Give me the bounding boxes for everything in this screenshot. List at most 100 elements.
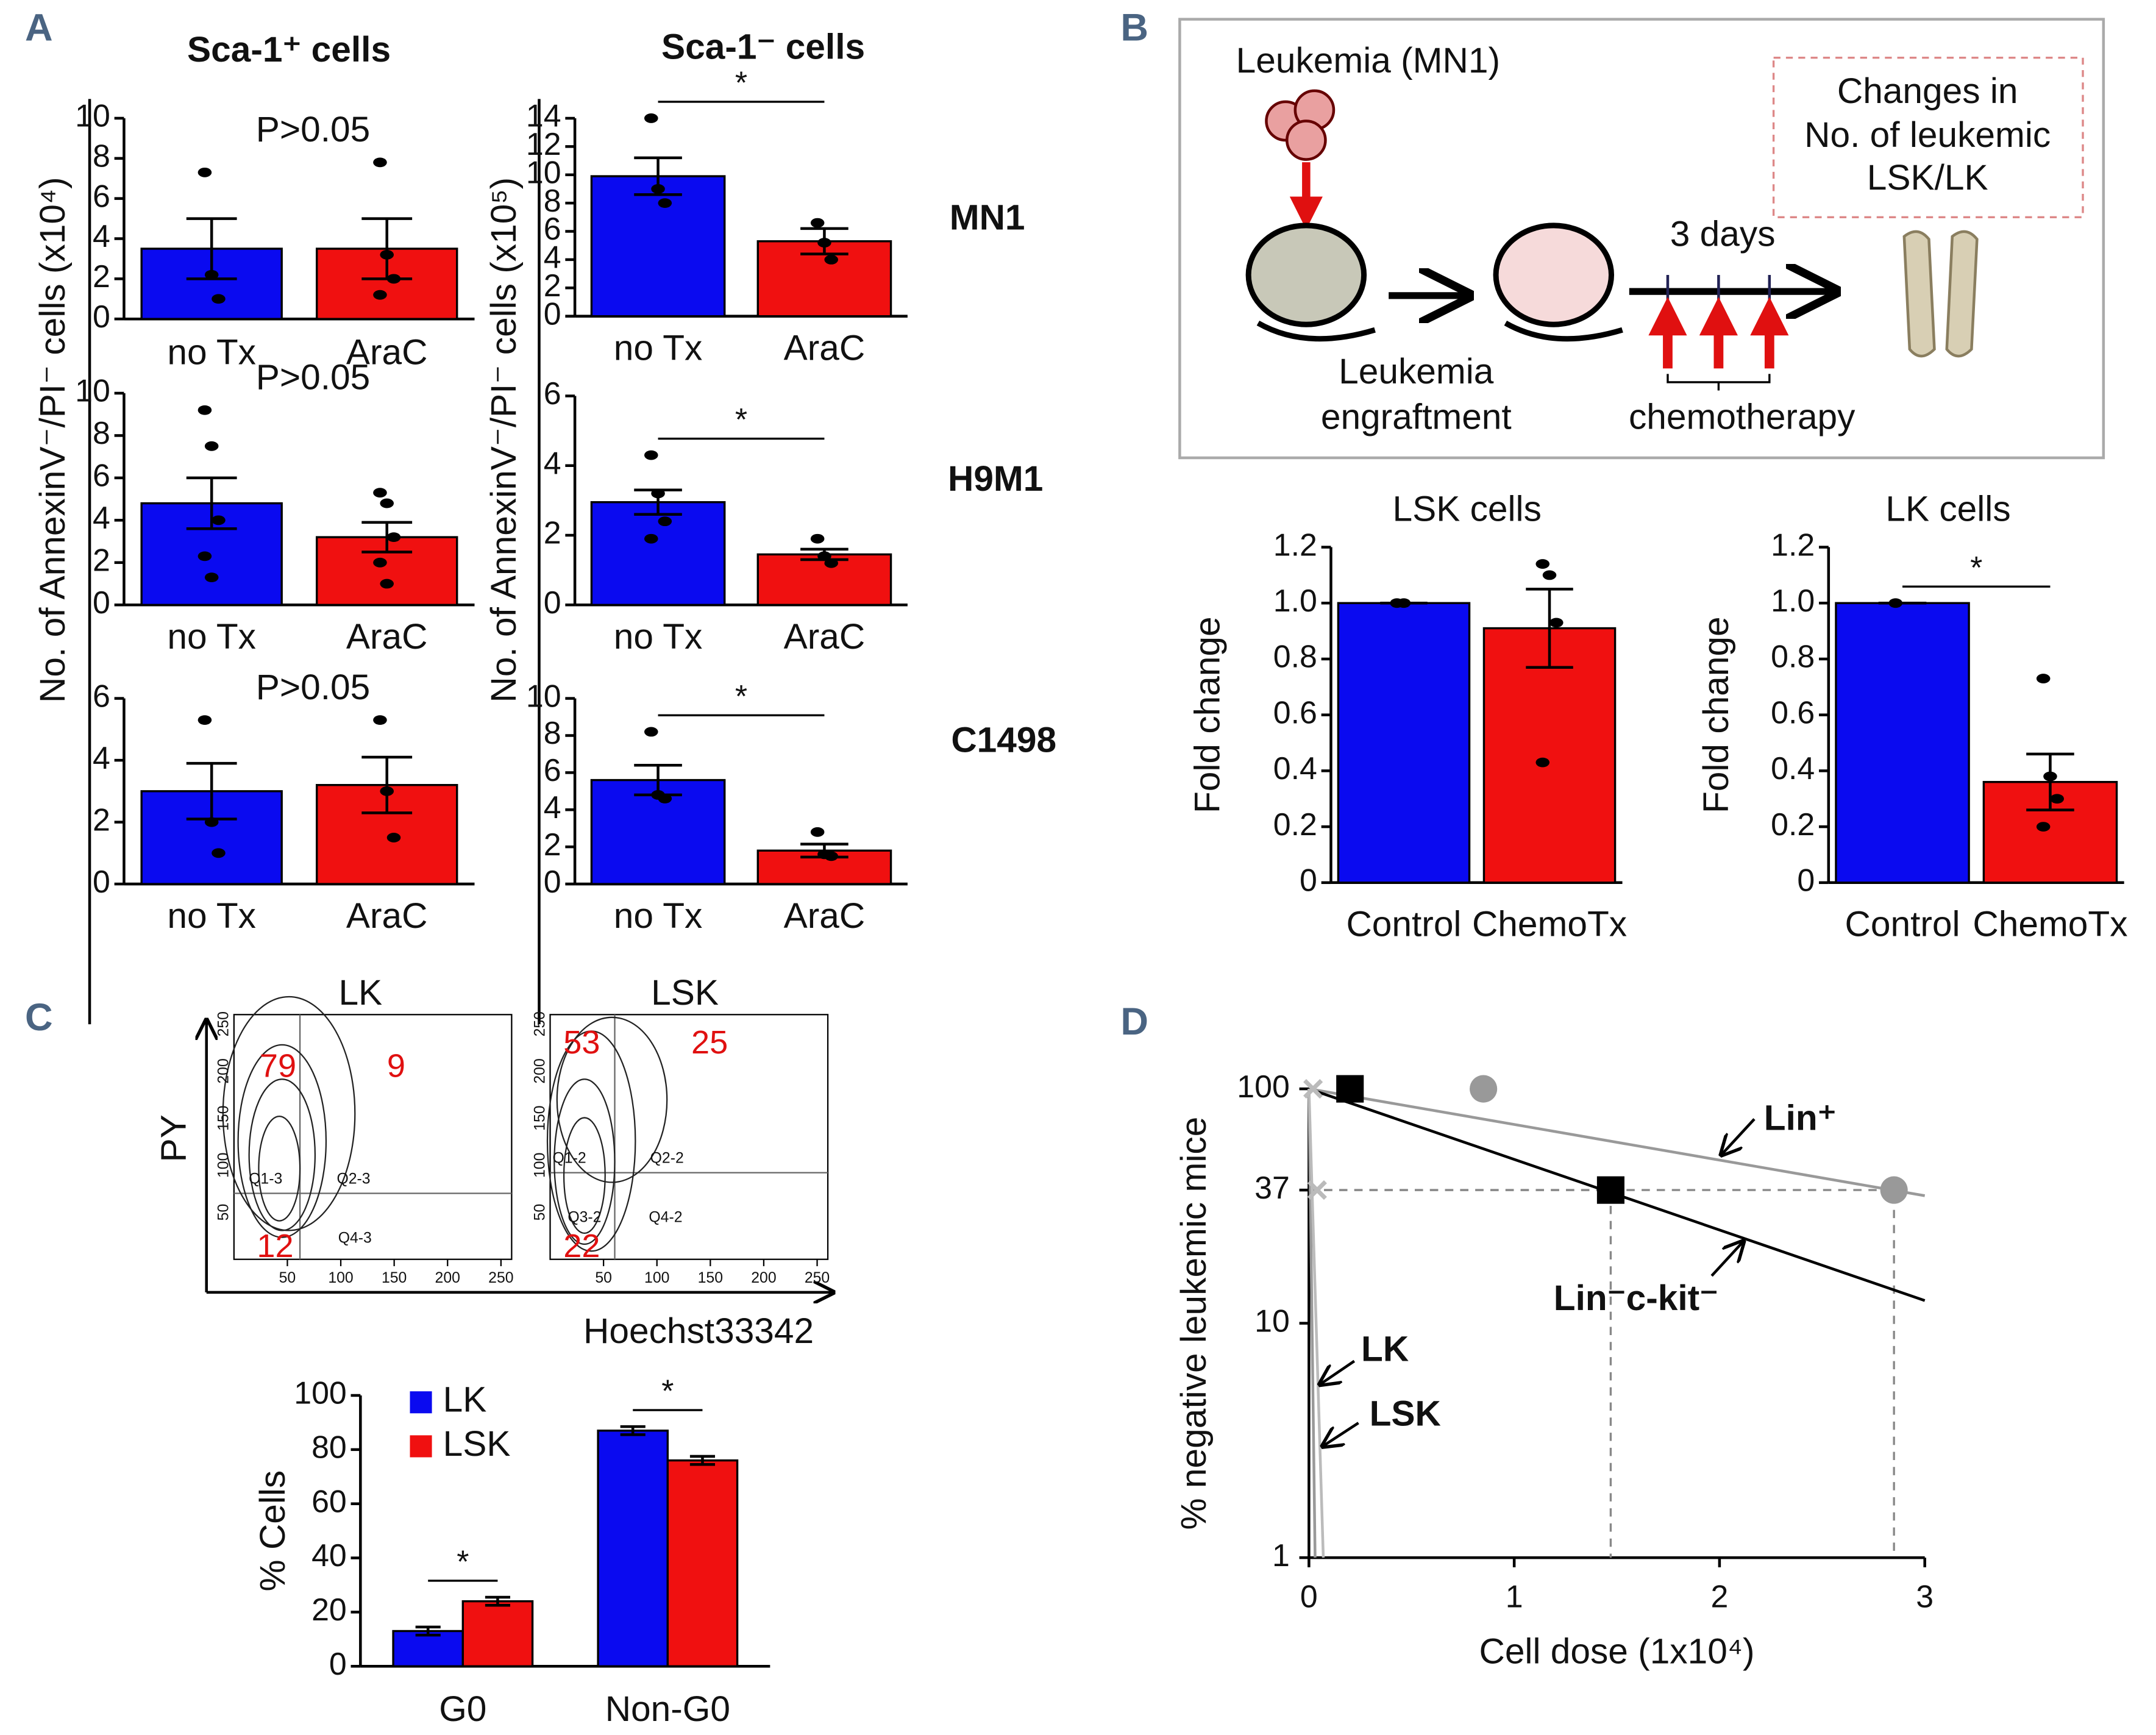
gate-label: Q1-2 <box>553 1150 586 1167</box>
y-tick-label: 4 <box>93 740 110 775</box>
panel-label: B <box>1120 6 1148 49</box>
data-point <box>651 184 665 194</box>
y-tick-label: 80 <box>311 1430 347 1465</box>
y-tick-label: 2 <box>93 258 110 294</box>
y-tick-label: 60 <box>311 1483 347 1519</box>
annotation: * <box>735 679 747 714</box>
data-point <box>373 557 387 568</box>
y-axis-label: Fold change <box>1696 616 1736 813</box>
y-tick-label: 1.2 <box>1771 527 1815 562</box>
y-tick-label: 4 <box>544 789 561 825</box>
data-point <box>644 533 658 544</box>
y-tick-label: 2 <box>93 543 110 578</box>
y-tick-label: 1.0 <box>1771 583 1815 618</box>
data-point <box>810 827 825 837</box>
data-point <box>212 515 226 525</box>
error-bar <box>415 1625 441 1637</box>
marker <box>1596 1176 1624 1204</box>
legend-swatch <box>410 1391 432 1414</box>
flow-tick-label: 250 <box>532 1011 548 1036</box>
data-point <box>380 498 394 508</box>
flow-y-label: PY <box>154 1114 194 1162</box>
schematic-text: Changes in <box>1837 71 2018 111</box>
flow-frame <box>233 1014 513 1260</box>
y-tick-label: 0.6 <box>1273 694 1317 730</box>
quadrant-percent: 79 <box>260 1048 296 1085</box>
x-tick-label: 0 <box>1300 1578 1318 1614</box>
series-label: LK <box>1361 1329 1409 1369</box>
flow-tick-label: 50 <box>532 1204 548 1221</box>
flow-title: LSK <box>651 973 719 1013</box>
error-bar <box>2026 752 2074 811</box>
y-axis-label: % negative leukemic mice <box>1174 1117 1214 1530</box>
y-tick-label: 0 <box>93 585 110 620</box>
y-tick-label: 0.8 <box>1273 639 1317 674</box>
data-point <box>824 558 838 568</box>
y-tick-label: 4 <box>93 500 110 535</box>
data-point <box>644 113 658 123</box>
series-label: Lin⁺ <box>1764 1098 1837 1138</box>
flow-tick-label: 200 <box>532 1058 548 1083</box>
x-axis-label: Cell dose (1x10⁴) <box>1479 1631 1754 1671</box>
x-tick-label: no Tx <box>167 896 256 936</box>
data-point <box>1888 598 1903 608</box>
x-tick-label: 2 <box>1710 1578 1728 1614</box>
data-point <box>197 167 212 177</box>
y-tick-label: 0 <box>329 1646 347 1681</box>
bar <box>1337 602 1471 884</box>
annotation: P>0.05 <box>256 668 370 707</box>
data-point <box>204 269 219 280</box>
y-tick-label: 10 <box>75 98 110 134</box>
flow-tick-label: 150 <box>532 1105 548 1130</box>
bone-icon <box>1902 230 1979 358</box>
flow-tick-label: 100 <box>328 1270 353 1286</box>
x-tick-label: AraC <box>784 329 866 368</box>
x-tick-label: 3 <box>1916 1578 1934 1614</box>
y-tick-label: 6 <box>93 458 110 493</box>
flow-plots: LK LSK 79 9 12 53 25 22 Q1-3 Q2-3 Q4-3 Q… <box>154 973 833 1351</box>
y-axis-label: Fold change <box>1187 616 1227 813</box>
y-tick-label: 10 <box>526 678 561 713</box>
y-tick-label: 0.6 <box>1771 694 1815 730</box>
data-point <box>810 218 825 228</box>
y-tick-label: 8 <box>544 715 561 750</box>
y-tick-label: 37 <box>1254 1170 1290 1205</box>
gate-label: Q3-2 <box>567 1210 601 1226</box>
mouse-icon <box>1493 223 1615 327</box>
x-tick-label: Non-G0 <box>605 1689 730 1729</box>
data-point <box>373 715 387 725</box>
data-point <box>197 405 212 415</box>
row-label: H9M1 <box>948 459 1043 499</box>
data-point <box>373 290 387 300</box>
flow-tick-label: 100 <box>532 1153 548 1178</box>
flow-tick-label: 200 <box>216 1058 232 1083</box>
flow-title: LK <box>338 973 382 1013</box>
x-tick-label: no Tx <box>167 332 256 372</box>
quadrant-percent: 9 <box>387 1048 405 1085</box>
mouse-icon <box>1245 223 1367 327</box>
legend-label: LSK <box>443 1424 511 1464</box>
chart-title: LK cells <box>1885 489 2010 529</box>
fit-line <box>1307 1089 1325 1558</box>
data-point <box>658 794 672 803</box>
x-tick-label: no Tx <box>614 896 703 936</box>
y-tick-label: 0 <box>544 296 561 331</box>
data-point <box>2050 794 2065 804</box>
y-tick-label: 1 <box>1272 1537 1290 1573</box>
flow-tick-label: 250 <box>488 1270 513 1286</box>
data-point <box>817 551 831 561</box>
mouse-tail <box>1504 321 1623 342</box>
x-tick-label: 1 <box>1506 1578 1523 1614</box>
schematic: Leukemia (MN1) Changes in No. of leukemi… <box>1178 18 2105 460</box>
data-point <box>197 551 212 561</box>
y-tick-label: 10 <box>1254 1303 1290 1338</box>
flow-x-label: Hoechst33342 <box>583 1311 814 1351</box>
y-tick-label: 4 <box>93 218 110 254</box>
flow-tick-label: 150 <box>216 1105 232 1130</box>
data-point <box>1535 757 1550 768</box>
schematic-text: Leukemia (MN1) <box>1236 41 1500 80</box>
data-point <box>380 249 394 260</box>
error-bar <box>620 1425 646 1436</box>
y-tick-label: 0 <box>544 864 561 899</box>
